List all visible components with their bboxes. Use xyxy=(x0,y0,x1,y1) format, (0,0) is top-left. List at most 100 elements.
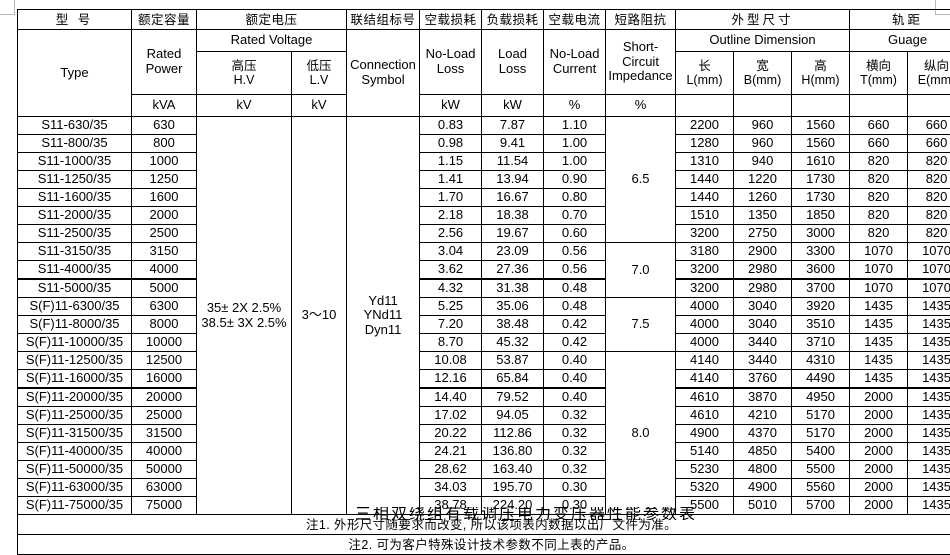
cell-length: 5230 xyxy=(676,461,734,479)
cell-height: 1610 xyxy=(792,153,850,171)
cell-width: 3870 xyxy=(734,388,792,407)
cell-length: 4000 xyxy=(676,298,734,316)
cell-width: 2980 xyxy=(734,261,792,280)
cell-height: 5170 xyxy=(792,425,850,443)
cell-type: S(F)11-31500/35 xyxy=(18,425,132,443)
note-row-2: 注2. 可为客户特殊设计技术参数不同上表的产品。 xyxy=(18,535,950,555)
header-rated-voltage-cn: 额定电压 xyxy=(197,10,347,30)
cell-transverse: 1070 xyxy=(850,279,908,298)
unit-short-circuit: % xyxy=(606,95,676,117)
header-length: 长 L(mm) xyxy=(676,52,734,95)
cell-no-load-current: 0.90 xyxy=(544,171,606,189)
cell-rated-power: 3150 xyxy=(132,243,197,261)
unit-no-load-loss: kW xyxy=(420,95,482,117)
cell-width: 4800 xyxy=(734,461,792,479)
cell-width: 940 xyxy=(734,153,792,171)
cell-rated-power: 10000 xyxy=(132,334,197,352)
cell-no-load-loss: 1.70 xyxy=(420,189,482,207)
cell-transverse: 820 xyxy=(850,207,908,225)
cell-transverse: 1435 xyxy=(850,298,908,316)
cell-no-load-current: 0.80 xyxy=(544,189,606,207)
cell-length: 4000 xyxy=(676,334,734,352)
header-width: 宽 B(mm) xyxy=(734,52,792,95)
cell-load-loss: 195.70 xyxy=(482,479,544,497)
cell-no-load-loss: 12.16 xyxy=(420,370,482,389)
cell-type: S(F)11-10000/35 xyxy=(18,334,132,352)
unit-hv: kV xyxy=(197,95,292,117)
cell-height: 5560 xyxy=(792,479,850,497)
header-no-load-loss-cn: 空载损耗 xyxy=(420,10,482,30)
cell-rated-power: 6300 xyxy=(132,298,197,316)
cell-short-circuit-impedance: 7.5 xyxy=(606,298,676,352)
cell-transverse: 820 xyxy=(850,153,908,171)
header-longitudinal-cn: 纵向 xyxy=(908,59,950,73)
cell-no-load-loss: 20.22 xyxy=(420,425,482,443)
cell-transverse: 1435 xyxy=(850,352,908,370)
cell-transverse: 2000 xyxy=(850,407,908,425)
cell-no-load-loss: 5.25 xyxy=(420,298,482,316)
cell-height: 5500 xyxy=(792,461,850,479)
cell-transverse: 820 xyxy=(850,189,908,207)
next-section-title-text: 三相双绕组有载调压电力变压器性能参数表 xyxy=(355,507,697,520)
cell-no-load-current: 1.00 xyxy=(544,135,606,153)
cell-load-loss: 27.36 xyxy=(482,261,544,280)
header-hv-cn: 高压 xyxy=(197,59,291,73)
header-height-en: H(mm) xyxy=(792,73,849,87)
cell-transverse: 1070 xyxy=(850,243,908,261)
cell-longitudinal: 1435 xyxy=(908,298,950,316)
table-footer: 注1. 外形尺寸随要求而改变, 所以该项表内数据以出厂文件为准。 注2. 可为客… xyxy=(18,515,950,555)
header-width-en: B(mm) xyxy=(734,73,791,87)
cell-transverse: 1070 xyxy=(850,261,908,280)
cell-transverse: 1435 xyxy=(850,316,908,334)
unit-width-blank xyxy=(734,95,792,117)
cell-rated-power: 630 xyxy=(132,117,197,135)
cell-length: 2200 xyxy=(676,117,734,135)
cell-length: 4900 xyxy=(676,425,734,443)
unit-load-loss: kW xyxy=(482,95,544,117)
cell-type: S11-1000/35 xyxy=(18,153,132,171)
cell-width: 2980 xyxy=(734,279,792,298)
cell-longitudinal: 820 xyxy=(908,225,950,243)
cell-rated-power: 1250 xyxy=(132,171,197,189)
cell-longitudinal: 1435 xyxy=(908,461,950,479)
cell-no-load-loss: 28.62 xyxy=(420,461,482,479)
header-gauge-en: Guage xyxy=(850,30,950,52)
connection-symbol-1: Yd11 xyxy=(347,294,419,309)
cell-width: 3040 xyxy=(734,316,792,334)
cell-longitudinal: 1435 xyxy=(908,443,950,461)
header-gauge-cn: 轨距 xyxy=(850,10,950,30)
cell-width: 3440 xyxy=(734,352,792,370)
cell-no-load-loss: 8.70 xyxy=(420,334,482,352)
cell-no-load-loss: 3.62 xyxy=(420,261,482,280)
unit-no-load-current: % xyxy=(544,95,606,117)
cell-height: 1730 xyxy=(792,189,850,207)
cell-width: 1260 xyxy=(734,189,792,207)
spec-sheet: 型 号 额定容量 额定电压 联结组标号 空载损耗 负载损耗 空载电流 短路阻抗 … xyxy=(17,9,928,555)
page-margin-mark-top-left xyxy=(0,0,15,15)
cell-length: 4000 xyxy=(676,316,734,334)
cell-rated-power: 16000 xyxy=(132,370,197,389)
cell-no-load-current: 0.32 xyxy=(544,407,606,425)
cell-no-load-loss: 3.04 xyxy=(420,243,482,261)
cell-height: 3300 xyxy=(792,243,850,261)
cell-rated-power: 5000 xyxy=(132,279,197,298)
cell-width: 3440 xyxy=(734,334,792,352)
cell-rated-power: 1000 xyxy=(132,153,197,171)
cell-longitudinal: 1070 xyxy=(908,261,950,280)
connection-symbol-3: Dyn11 xyxy=(347,323,419,338)
cell-load-loss: 53.87 xyxy=(482,352,544,370)
cell-load-loss: 9.41 xyxy=(482,135,544,153)
header-outline-dimension-en: Outline Dimension xyxy=(676,30,850,52)
cell-no-load-current: 0.56 xyxy=(544,243,606,261)
cell-width: 3760 xyxy=(734,370,792,389)
